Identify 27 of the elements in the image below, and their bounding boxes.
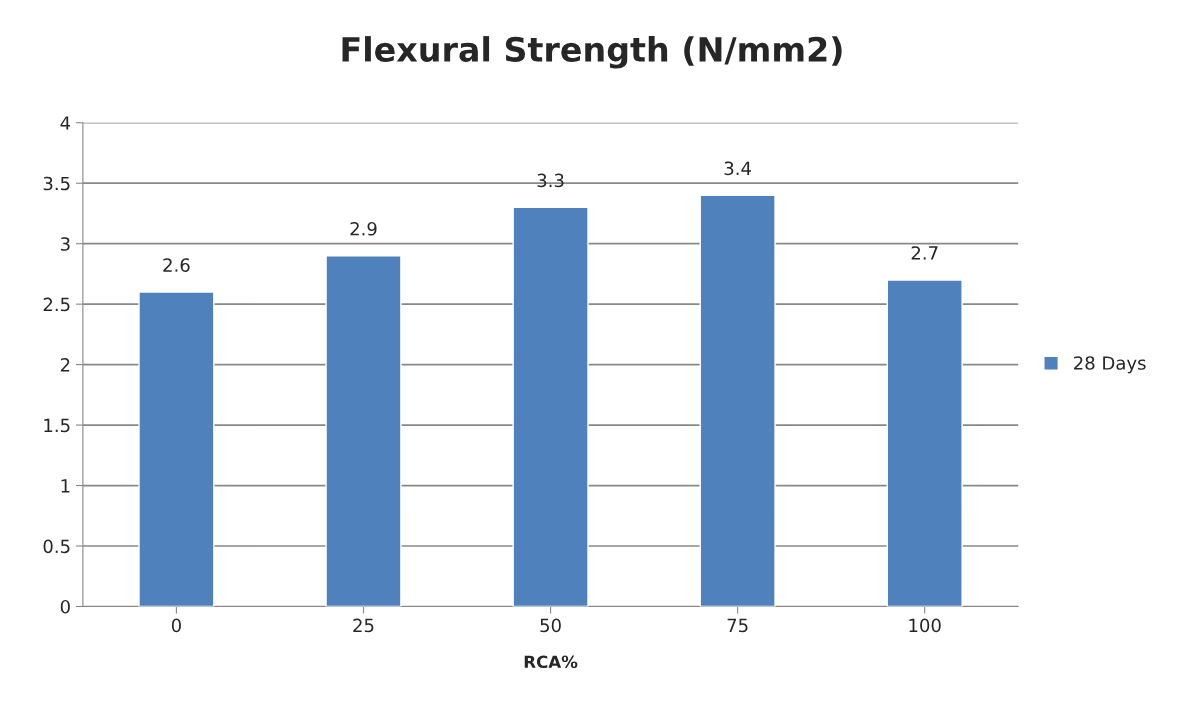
chart-title: Flexural Strength (N/mm2) bbox=[342, 36, 842, 69]
y-tick-label: 0 bbox=[60, 599, 70, 614]
bar bbox=[138, 291, 215, 607]
legend-label: 28 Days bbox=[1074, 356, 1146, 374]
bar bbox=[699, 194, 776, 607]
y-tick-label: 3 bbox=[60, 237, 70, 251]
bar bbox=[512, 206, 589, 607]
data-label: 2.6 bbox=[163, 258, 190, 272]
y-tick-label: 1 bbox=[61, 479, 70, 493]
x-tick-label: 0 bbox=[171, 618, 181, 633]
y-tick-label: 1.5 bbox=[44, 418, 70, 433]
y-tick-label: 3.5 bbox=[43, 176, 70, 191]
y-tick-label: 2 bbox=[60, 358, 70, 372]
x-tick-label: 100 bbox=[909, 618, 941, 633]
data-label: 2.7 bbox=[911, 246, 938, 260]
bar bbox=[886, 279, 963, 607]
data-label: 3.4 bbox=[724, 161, 751, 176]
data-label: 3.3 bbox=[537, 173, 564, 188]
x-axis-title: RCA% bbox=[524, 655, 578, 669]
y-tick-label: 4 bbox=[60, 116, 71, 130]
x-tick-label: 25 bbox=[353, 618, 374, 633]
data-label: 2.9 bbox=[350, 221, 377, 236]
x-tick-label: 75 bbox=[727, 618, 748, 633]
bar bbox=[325, 255, 402, 607]
y-tick-label: 0.5 bbox=[43, 539, 70, 554]
x-tick-label: 50 bbox=[540, 618, 561, 633]
y-tick-label: 2.5 bbox=[43, 297, 70, 312]
